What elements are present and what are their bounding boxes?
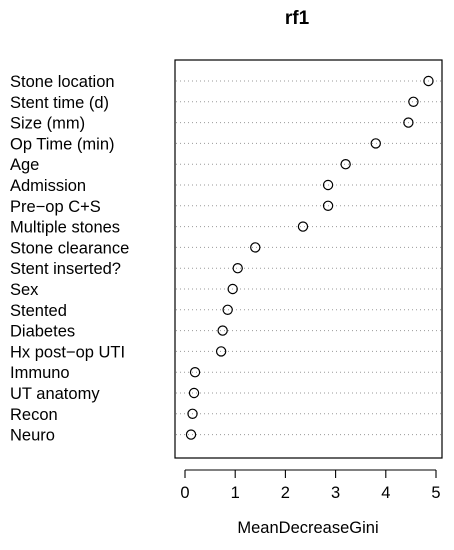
category-label: Immuno — [10, 364, 70, 382]
category-label: UT anatomy — [10, 385, 100, 403]
data-point — [370, 138, 381, 149]
plot-frame — [174, 59, 443, 459]
category-label: Op Time (min) — [10, 135, 115, 153]
category-label: Diabetes — [10, 323, 75, 341]
data-point — [322, 179, 334, 191]
x-axis: 0 1 2 3 4 5 — [180, 469, 441, 502]
data-point — [217, 325, 228, 336]
category-label: Multiple stones — [10, 219, 120, 237]
x-tick-label: 1 — [231, 484, 240, 502]
x-tick-label: 3 — [331, 484, 340, 502]
data-point — [403, 117, 414, 128]
data-point — [423, 75, 434, 87]
category-label: Hx post−op UTI — [10, 343, 125, 361]
data-point — [189, 367, 201, 378]
category-label: Size (mm) — [10, 115, 85, 133]
category-label: Pre−op C+S — [10, 198, 101, 216]
category-label: Neuro — [10, 427, 55, 445]
data-point — [297, 221, 309, 232]
category-label: Stone clearance — [10, 239, 129, 257]
x-tick-label: 5 — [431, 484, 440, 502]
data-point — [322, 200, 334, 211]
category-label: Recon — [10, 406, 58, 424]
data-point — [187, 408, 198, 419]
data-point — [215, 346, 227, 357]
chart-title: rf1 — [285, 8, 310, 29]
data-point — [188, 387, 200, 399]
x-tick-label: 4 — [381, 484, 390, 502]
category-label: Admission — [10, 177, 86, 195]
data-point — [250, 242, 261, 253]
data-point — [408, 96, 419, 108]
data-point — [340, 158, 351, 170]
category-label: Stone location — [10, 73, 115, 91]
category-label: Age — [10, 156, 39, 174]
category-label: Stented — [10, 302, 67, 320]
category-labels: Stone location Stent time (d) Size (mm) Op … — [10, 73, 129, 445]
gridlines — [176, 80, 441, 436]
data-points — [185, 75, 434, 440]
x-axis-label: MeanDecreaseGini — [237, 519, 378, 537]
x-tick-label: 2 — [281, 484, 290, 502]
category-label: Stent inserted? — [10, 260, 121, 278]
x-tick-label: 0 — [180, 484, 189, 502]
data-point — [222, 304, 233, 315]
category-label: Sex — [10, 281, 39, 299]
data-point — [232, 263, 243, 274]
category-label: Stent time (d) — [10, 94, 109, 112]
data-point — [185, 429, 197, 440]
data-point — [227, 283, 238, 295]
